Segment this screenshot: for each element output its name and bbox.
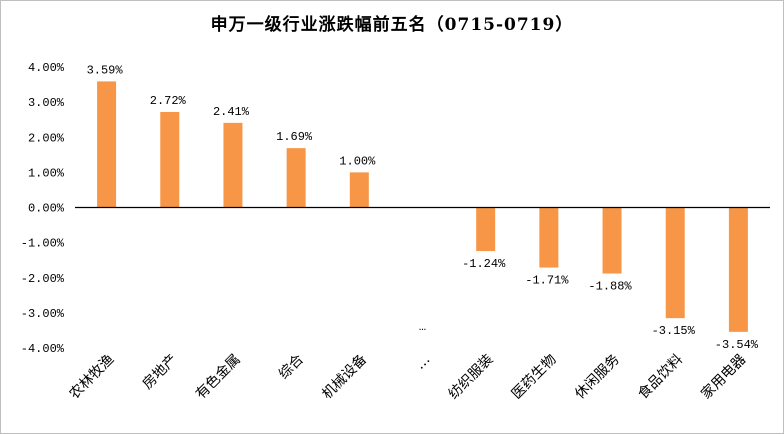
chart-title: 申万一级行业涨跌幅前五名（0715-0719）	[210, 15, 574, 35]
category-label: 医药生物	[509, 352, 560, 403]
category-label: 纺织服装	[446, 352, 497, 403]
data-label: -1.71%	[525, 274, 569, 288]
y-tick-label: 3.00%	[28, 96, 65, 110]
y-tick-label: 4.00%	[28, 61, 65, 75]
data-label: 1.69%	[276, 130, 313, 144]
y-tick-label: -4.00%	[21, 342, 65, 356]
category-label: …	[412, 352, 433, 373]
bar	[286, 148, 306, 208]
category-label: 休闲服务	[572, 352, 623, 403]
bar	[602, 207, 622, 274]
category-label: 有色金属	[192, 351, 244, 403]
category-label: 农林牧渔	[67, 352, 118, 403]
data-label: 2.72%	[150, 94, 187, 108]
bar	[476, 207, 496, 252]
data-label: 3.59%	[87, 63, 124, 77]
bar	[223, 122, 243, 208]
y-tick-label: -1.00%	[21, 237, 65, 251]
y-tick-label: 0.00%	[28, 202, 65, 216]
category-label: 机械设备	[319, 351, 371, 403]
y-tick-label: 1.00%	[28, 166, 65, 180]
bar	[97, 81, 117, 208]
bar	[349, 172, 369, 208]
data-label: -1.88%	[588, 280, 632, 294]
bar	[539, 207, 559, 268]
y-tick-label: -2.00%	[21, 272, 65, 286]
data-label: 2.41%	[213, 105, 250, 119]
data-label: -3.54%	[715, 338, 759, 352]
data-label: 1.00%	[339, 154, 376, 168]
bar	[728, 207, 748, 332]
category-label: 食品饮料	[634, 351, 686, 403]
y-tick-label: 2.00%	[28, 131, 65, 145]
bar	[160, 111, 180, 208]
category-label: 家用电器	[698, 351, 750, 403]
ellipsis-label: …	[419, 320, 426, 334]
bar	[665, 207, 685, 319]
category-label: 房地产	[140, 352, 181, 393]
data-label: -3.15%	[652, 324, 696, 338]
data-label: -1.24%	[462, 257, 506, 271]
category-label: 综合	[276, 352, 307, 383]
y-tick-label: -3.00%	[21, 307, 65, 321]
